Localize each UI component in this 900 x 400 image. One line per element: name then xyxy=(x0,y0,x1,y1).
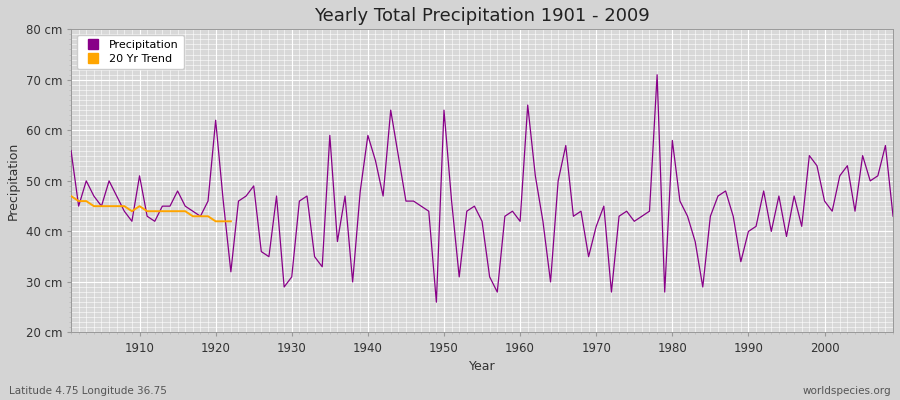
Text: Latitude 4.75 Longitude 36.75: Latitude 4.75 Longitude 36.75 xyxy=(9,386,166,396)
Y-axis label: Precipitation: Precipitation xyxy=(7,142,20,220)
Text: worldspecies.org: worldspecies.org xyxy=(803,386,891,396)
X-axis label: Year: Year xyxy=(469,360,495,373)
Legend: Precipitation, 20 Yr Trend: Precipitation, 20 Yr Trend xyxy=(76,35,184,69)
Title: Yearly Total Precipitation 1901 - 2009: Yearly Total Precipitation 1901 - 2009 xyxy=(314,7,650,25)
